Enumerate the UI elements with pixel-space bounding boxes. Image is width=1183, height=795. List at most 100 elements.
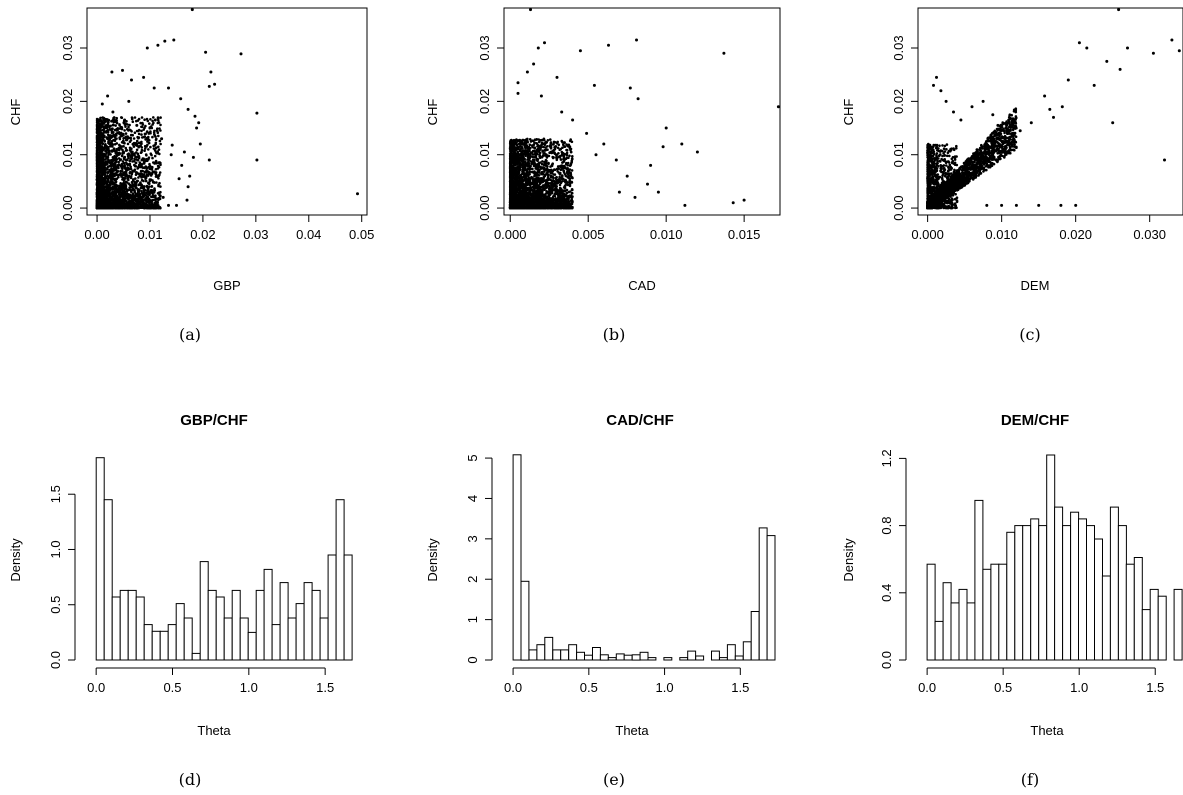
scatter-point [101, 158, 104, 162]
scatter-point [167, 86, 170, 90]
scatter-point [117, 201, 120, 205]
y-tick-label: 0.02 [60, 89, 75, 114]
scatter-point [106, 194, 109, 198]
scatter-point [137, 176, 140, 179]
scatter-point [153, 189, 156, 192]
scatter-point [133, 164, 137, 168]
scatter-point [130, 78, 133, 82]
scatter-point [137, 163, 141, 167]
scatter-point [537, 140, 541, 144]
scatter-point [127, 129, 130, 132]
y-axis-label: CHF [8, 99, 23, 126]
scatter-point [142, 75, 146, 79]
scatter-point [111, 110, 115, 114]
scatter-point [109, 195, 112, 198]
scatter-point [112, 198, 115, 201]
scatter-point [121, 206, 124, 210]
scatter-point [136, 135, 139, 139]
scatter-point [152, 147, 156, 150]
scatter-point [153, 134, 156, 137]
scatter-point [156, 121, 160, 125]
scatter-point [120, 163, 124, 167]
scatter-point [111, 145, 114, 148]
scatter-point [115, 119, 118, 122]
x-tick-label: 0.00 [84, 227, 109, 242]
scatter-point [140, 129, 143, 133]
scatter-point [113, 174, 116, 177]
scatter-point [154, 151, 158, 154]
scatter-point [140, 133, 143, 136]
scatter-point [128, 200, 131, 204]
scatter-point [159, 194, 162, 197]
scatter-point [154, 196, 157, 200]
scatter-point [135, 148, 139, 152]
scatter-point [198, 142, 202, 146]
scatter-point [156, 43, 160, 47]
scatter-point [149, 152, 153, 155]
scatter-point [96, 120, 99, 123]
scatter-point [121, 68, 124, 72]
scatter-point [120, 191, 123, 194]
scatter-point [556, 140, 559, 144]
scatter-point [131, 192, 135, 195]
scatter-point [147, 197, 151, 201]
scatter-point [126, 142, 130, 146]
scatter-point [150, 199, 153, 203]
scatter-point [130, 152, 133, 155]
scatter-point [147, 182, 151, 185]
scatter-point [558, 186, 562, 190]
scatter-point [132, 137, 136, 140]
scatter-point [147, 148, 150, 151]
scatter-point [98, 136, 101, 140]
scatter-point [136, 197, 140, 200]
scatter-point [124, 161, 128, 164]
scatter-point [114, 124, 117, 127]
scatter-point [158, 181, 161, 185]
scatter-point [140, 178, 144, 182]
x-tick-label: 0.03 [243, 227, 268, 242]
scatter-point [147, 131, 151, 135]
scatter-point [128, 140, 132, 143]
scatter-point [167, 203, 170, 207]
scatter-point [96, 140, 99, 144]
scatter-point [118, 206, 122, 209]
scatter-point [134, 173, 138, 176]
scatter-point [151, 181, 155, 184]
scatter-point [151, 206, 155, 210]
scatter-point [207, 84, 211, 88]
scatter-point [154, 168, 158, 171]
scatter-point [110, 158, 113, 162]
scatter-point [120, 183, 124, 186]
scatter-point [124, 187, 127, 190]
scatter-point [102, 122, 106, 125]
scatter-point [150, 185, 154, 188]
scatter-point [119, 173, 123, 177]
scatter-point [114, 151, 118, 155]
scatter-point [95, 152, 99, 155]
scatter-point [197, 121, 201, 125]
scatter-point [119, 144, 122, 148]
scatter-point [147, 137, 150, 141]
scatter-point [102, 127, 106, 131]
scatter-point [116, 196, 119, 200]
scatter-point [157, 165, 161, 169]
scatter-point [110, 134, 114, 138]
scatter-point [153, 162, 156, 165]
scatter-point [107, 158, 110, 161]
scatter-point [122, 181, 125, 185]
scatter-point [207, 158, 211, 162]
scatter-point [135, 179, 139, 183]
scatter-point [137, 132, 141, 136]
scatter-point [102, 147, 106, 150]
scatter-point [148, 162, 151, 166]
scatter-point [129, 205, 132, 209]
scatter-point [103, 204, 106, 207]
scatter-point [130, 130, 133, 133]
scatter-point [143, 192, 146, 195]
scatter-point [131, 143, 135, 146]
scatter-point [120, 154, 124, 158]
scatter-point [119, 198, 123, 202]
scatter-point [107, 153, 110, 157]
scatter-point [128, 171, 132, 175]
